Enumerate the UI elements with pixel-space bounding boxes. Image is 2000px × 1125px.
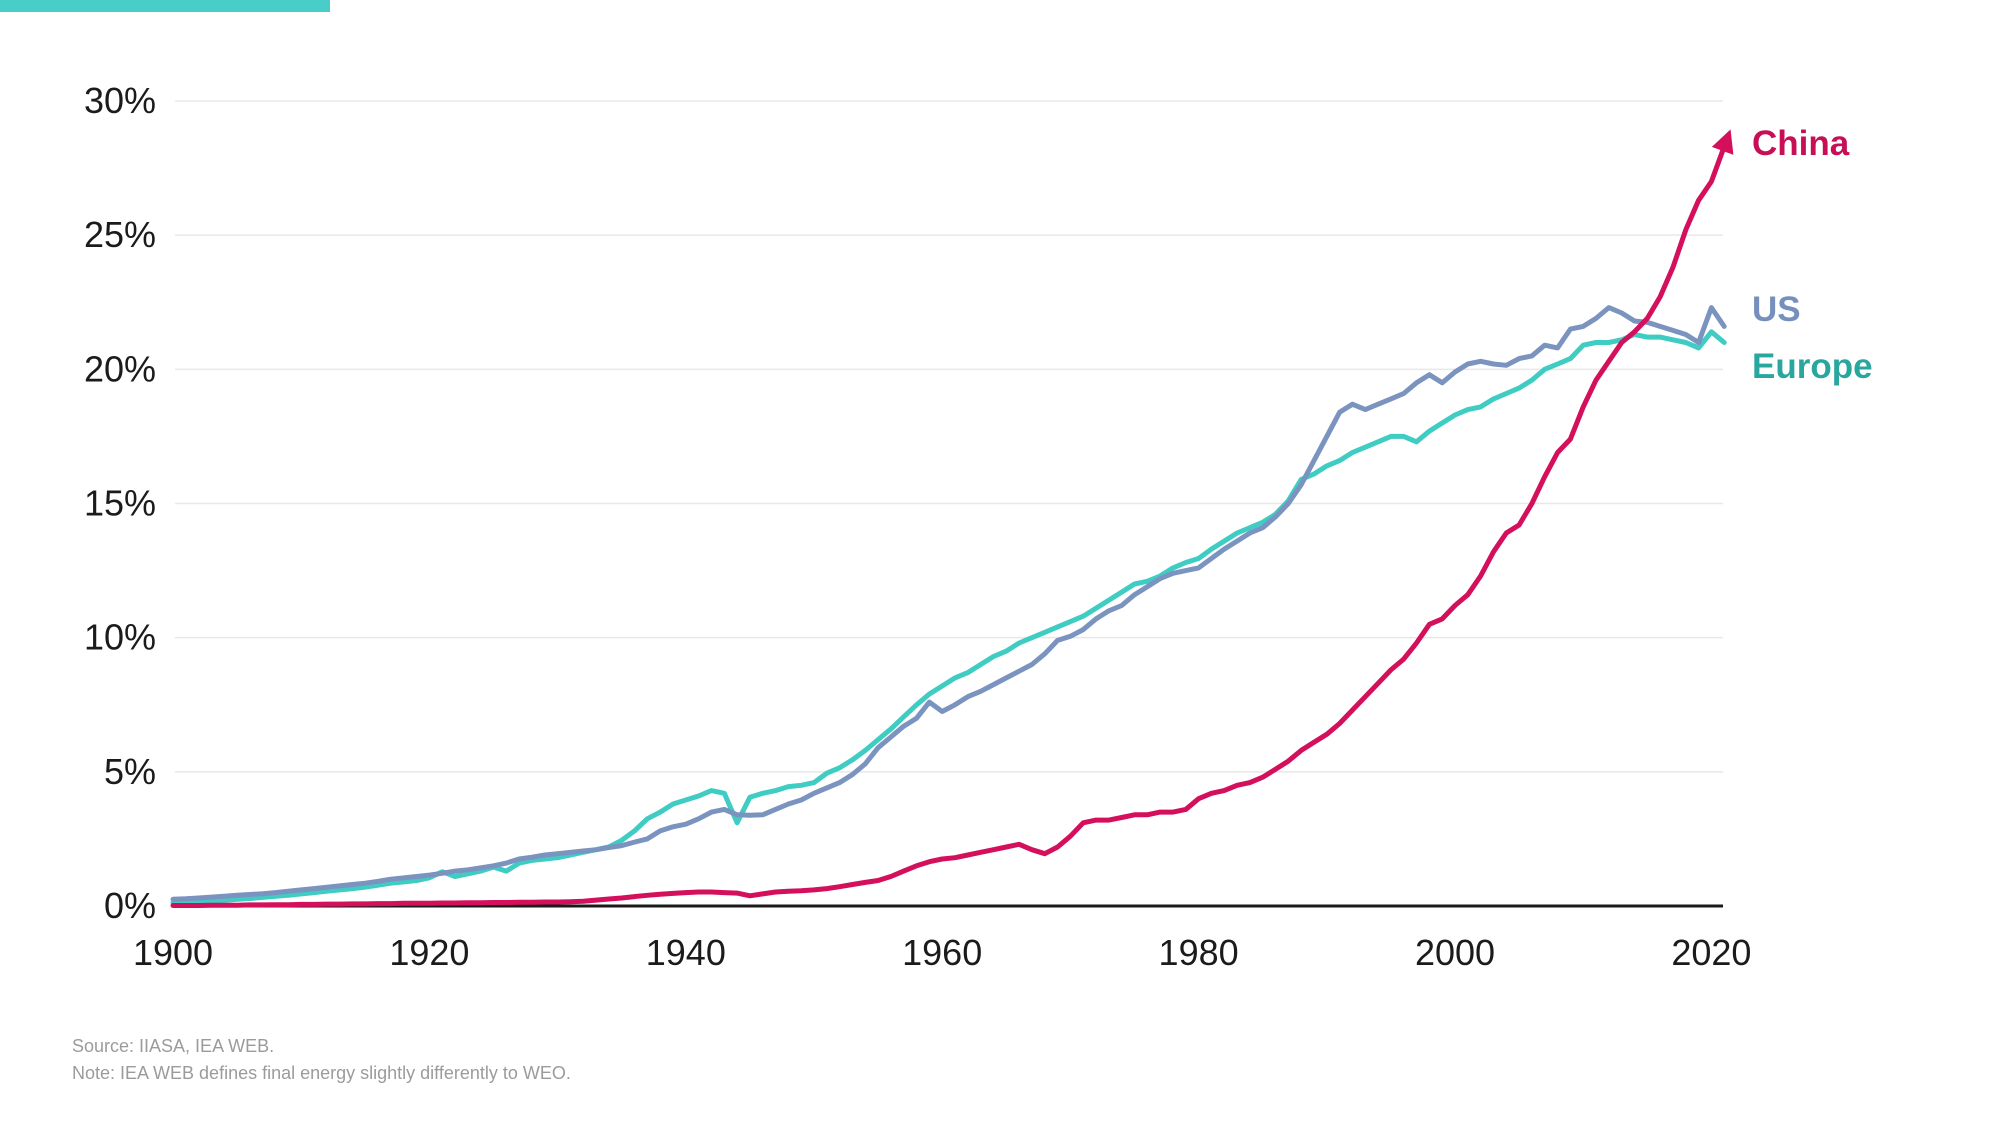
x-tick-label: 1900	[133, 932, 213, 973]
y-tick-label: 30%	[84, 80, 156, 121]
chart-footnotes: Source: IIASA, IEA WEB. Note: IEA WEB de…	[72, 1033, 571, 1087]
y-tick-label: 10%	[84, 617, 156, 658]
y-tick-label: 20%	[84, 348, 156, 389]
accent-bar	[0, 0, 330, 12]
x-tick-label: 2000	[1415, 932, 1495, 973]
x-tick-label: 1980	[1159, 932, 1239, 973]
note-line: Note: IEA WEB defines final energy sligh…	[72, 1063, 571, 1083]
x-tick-label: 2020	[1671, 932, 1751, 973]
y-tick-label: 25%	[84, 214, 156, 255]
series-line-us	[170, 305, 1727, 902]
y-tick-label: 0%	[104, 885, 156, 926]
y-tick-label: 15%	[84, 483, 156, 524]
series-label-europe: Europe	[1752, 347, 1873, 386]
x-tick-label: 1920	[389, 932, 469, 973]
series-line-china	[170, 129, 1734, 908]
series-label-us: US	[1752, 290, 1801, 329]
series-label-china: China	[1752, 124, 1850, 163]
x-tick-label: 1940	[646, 932, 726, 973]
x-tick-label: 1960	[902, 932, 982, 973]
source-line: Source: IIASA, IEA WEB.	[72, 1036, 275, 1056]
series-line-europe	[170, 329, 1727, 906]
y-tick-label: 5%	[104, 751, 156, 792]
